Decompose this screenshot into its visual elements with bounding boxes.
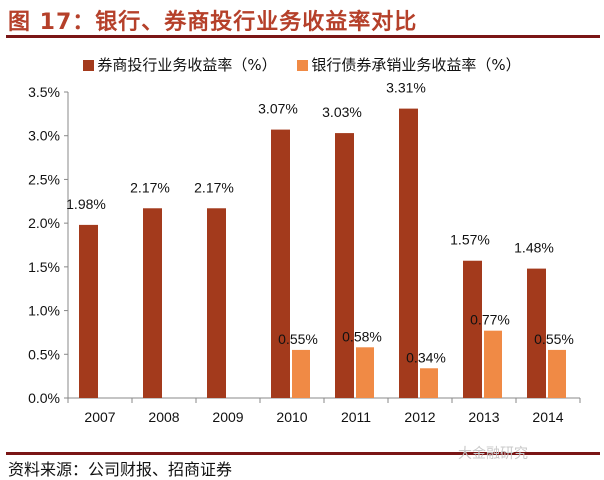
x-tick-label: 2013 (468, 409, 499, 425)
footer-divider (6, 452, 600, 455)
x-tick-label: 2010 (276, 409, 307, 425)
data-label: 0.55% (534, 331, 574, 347)
legend-label: 券商投行业务收益率（%） (97, 56, 277, 74)
legend-item-securities: 券商投行业务收益率（%） (83, 54, 277, 75)
legend-item-bank: 银行债券承销业务收益率（%） (297, 54, 521, 75)
bar-bank-2011 (356, 347, 374, 398)
bar-securities-2009 (207, 208, 226, 398)
bar-securities-2012 (399, 108, 418, 399)
bar-securities-2014 (527, 268, 546, 398)
data-label: 2.17% (194, 179, 234, 195)
x-tick-label: 2014 (532, 409, 563, 425)
y-tick-label: 1.0% (28, 303, 60, 319)
x-tick-label: 2011 (341, 409, 371, 425)
data-label: 0.55% (278, 331, 318, 347)
y-tick-label: 2.5% (28, 171, 60, 187)
data-label: 3.07% (258, 101, 298, 117)
legend-swatch (297, 60, 309, 71)
y-tick-label: 3.5% (28, 84, 60, 100)
watermark: 大金融研究 (458, 446, 528, 462)
x-tick-label: 2009 (212, 409, 243, 425)
bar-bank-2013 (484, 330, 502, 398)
bar-bank-2014 (548, 349, 566, 398)
y-tick-label: 1.5% (28, 259, 60, 275)
bar-bank-2010 (292, 349, 310, 398)
data-label: 1.48% (514, 240, 554, 256)
title-divider (6, 35, 600, 38)
bar-securities-2007 (79, 224, 98, 398)
x-tick-label: 2008 (148, 409, 179, 425)
source-note: 资料来源：公司财报、招商证券 (8, 460, 233, 479)
bar-securities-2010 (271, 129, 290, 398)
x-tick-label: 2007 (84, 409, 115, 425)
data-label: 1.57% (450, 232, 490, 248)
legend-swatch (83, 60, 95, 71)
legend: 券商投行业务收益率（%） 银行债券承销业务收益率（%） (0, 54, 604, 75)
y-tick-label: 0.5% (28, 346, 60, 362)
data-label: 3.31% (386, 80, 426, 96)
data-label: 0.58% (342, 328, 382, 344)
data-label: 0.34% (406, 349, 446, 365)
data-label: 2.17% (130, 179, 170, 195)
bar-securities-2008 (143, 208, 162, 398)
legend-label: 银行债券承销业务收益率（%） (311, 56, 521, 74)
bar-securities-2013 (463, 260, 482, 398)
x-tick-label: 2012 (404, 409, 435, 425)
data-label: 0.77% (470, 312, 510, 328)
figure-title: 图 17：银行、券商投行业务收益率对比 (8, 10, 418, 35)
bar-bank-2012 (420, 368, 438, 398)
y-tick-label: 3.0% (28, 128, 60, 144)
y-tick-label: 0.0% (28, 390, 60, 406)
data-label: 3.03% (322, 104, 362, 120)
data-label: 1.98% (66, 196, 106, 212)
y-tick-label: 2.0% (28, 215, 60, 231)
bar-securities-2011 (335, 133, 354, 398)
